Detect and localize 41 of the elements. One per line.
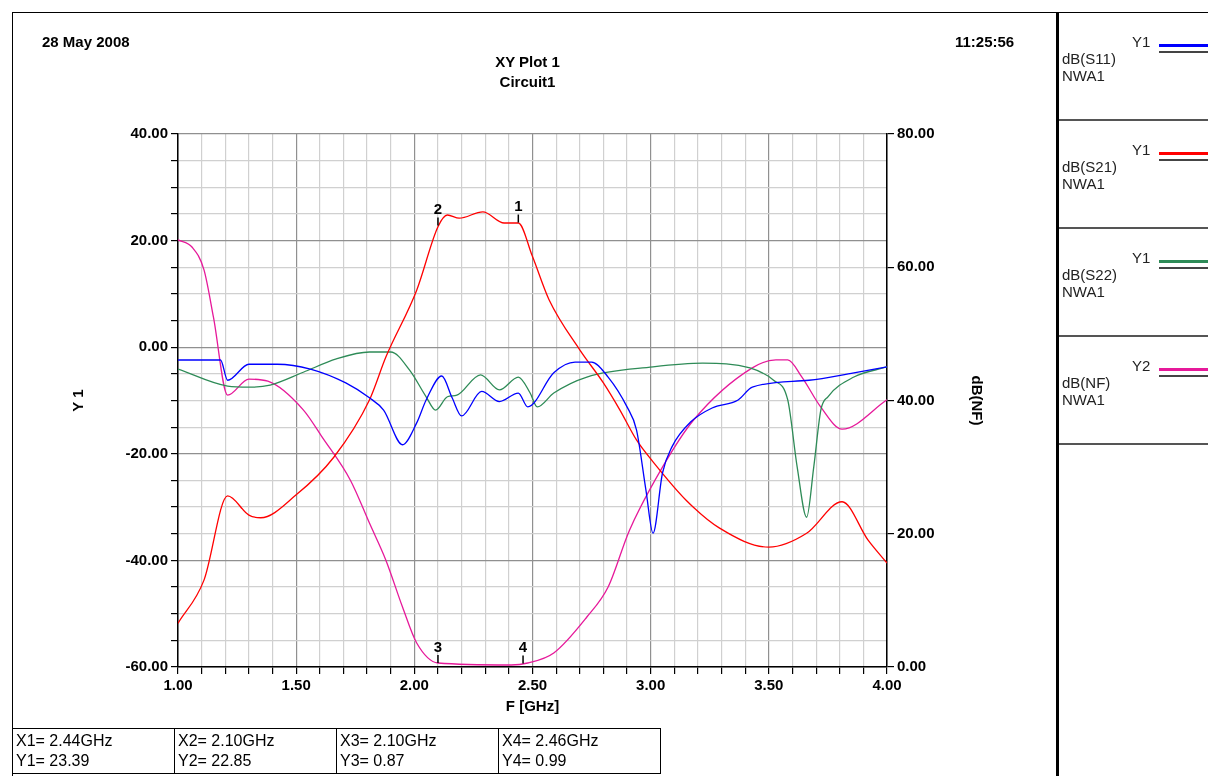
y2-tick-label: 40.00 [897,390,935,408]
text: X4= 2.46GHz [502,732,599,749]
text: Y3= 0.87 [340,752,405,769]
y-tick-label: 40.00 [130,124,168,142]
annotation: 3 [433,637,443,655]
x-tick-label: 1.50 [281,676,311,694]
y2-tick-label: 20.00 [897,523,935,541]
chart-subtitle: Circuit1 [498,73,557,90]
y-tick-label: 20.00 [130,230,168,248]
legend-label: Y1 dB(S11) NWA1 [1062,33,1152,84]
x-tick-label: 2.50 [517,676,548,694]
x-tick-label: 3.50 [754,676,784,694]
text: Y2= 22.85 [178,752,252,769]
text: X3= 2.10GHz [340,732,437,749]
y-axis-title: Y 1 [69,389,87,412]
annotation: 1 [514,197,523,215]
legend-label: Y1 dB(S22) NWA1 [1062,249,1152,300]
y2-tick-label: 80.00 [897,124,935,142]
annotation: 2 [433,200,443,218]
x-axis-title: F [GHz] [505,697,560,715]
text: X1= 2.44GHz [16,732,113,749]
text: Y4= 0.99 [502,752,567,769]
x-tick-label: 4.00 [872,676,902,694]
x-tick-label: 2.00 [399,676,429,694]
y-tick-label: -20.00 [125,443,168,461]
y-tick-label: -40.00 [125,550,168,568]
text: Y1= 23.39 [16,752,90,769]
text: Y2 dB(NF) NWA1 [1062,357,1151,408]
text: 28 May 2008 [42,33,130,50]
y-tick-label: -60.00 [125,657,168,675]
y2-tick-label: 0.00 [897,657,927,675]
chart-title: XY Plot 1 [494,53,561,70]
y2-axis-title: dB(NF) [968,375,986,426]
x-tick-label: 1.00 [163,676,193,694]
legend-label: Y1 dB(S21) NWA1 [1062,141,1152,192]
y2-tick-label: 60.00 [897,257,935,275]
text: 11:25:56 [955,33,1015,50]
x-tick-label: 3.00 [636,676,666,694]
text: X2= 2.10GHz [178,732,275,749]
annotation: 4 [518,638,528,656]
y-tick-label: 0.00 [138,337,168,355]
